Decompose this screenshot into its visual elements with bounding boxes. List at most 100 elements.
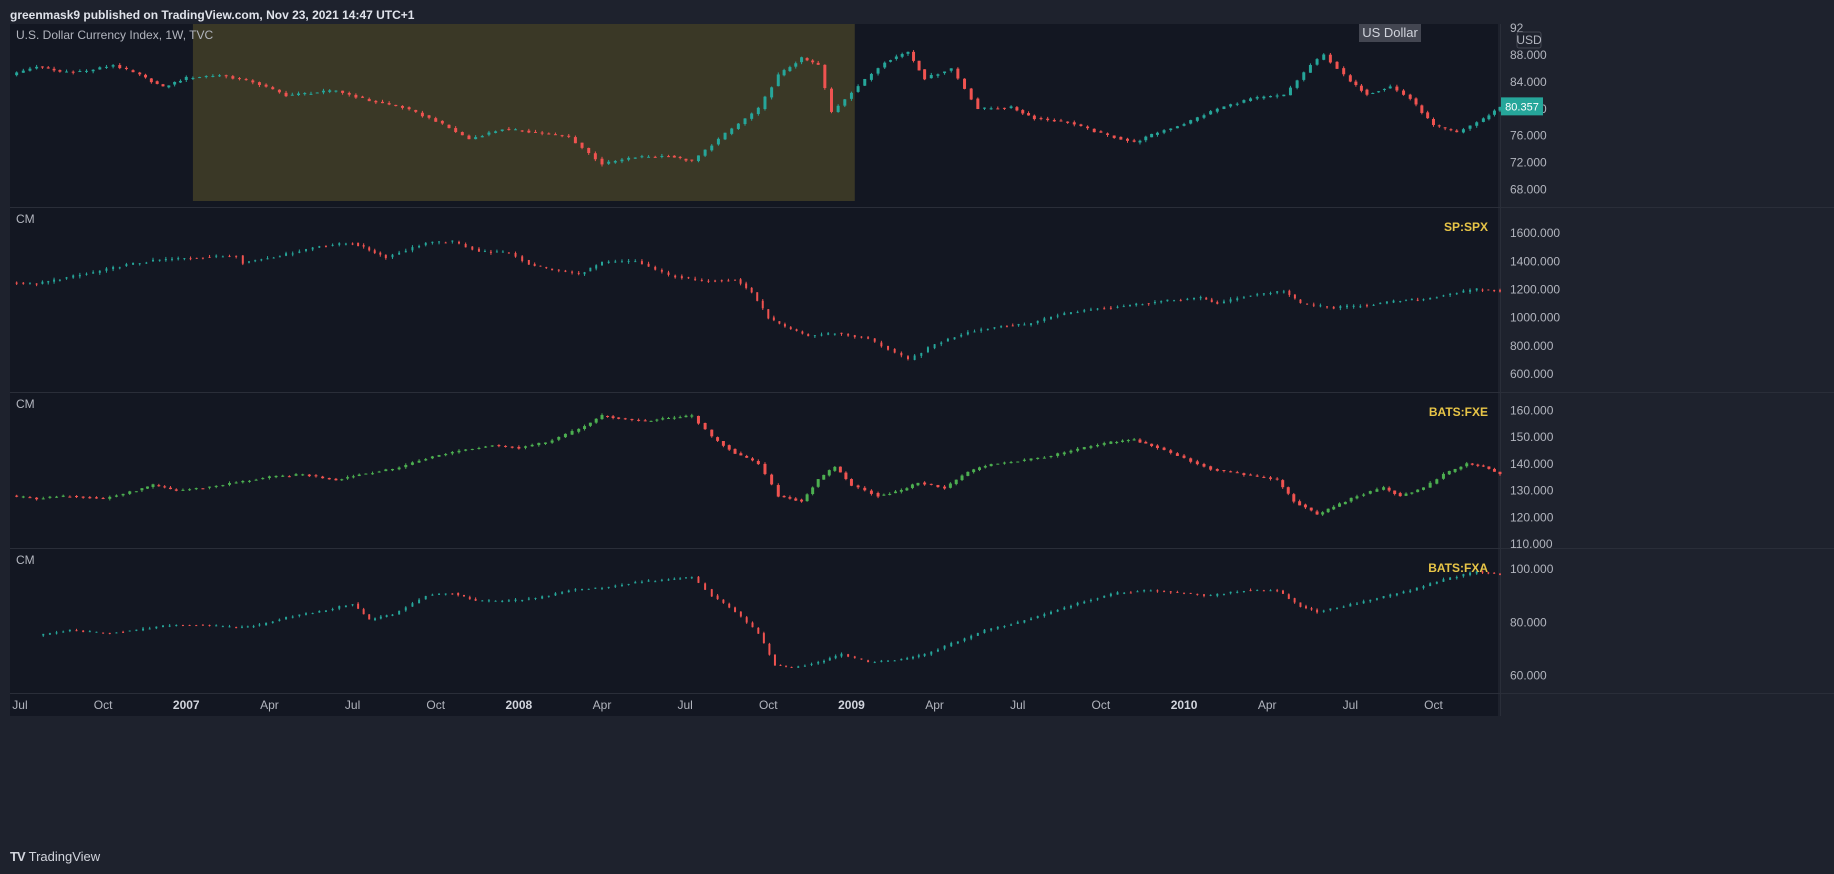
candle-body (828, 658, 831, 661)
candle-body (1163, 591, 1166, 593)
candle-body (144, 74, 148, 78)
candle-body (1216, 301, 1219, 304)
candle-body (1316, 609, 1319, 613)
brand[interactable]: TV TradingView (10, 849, 100, 864)
candle-body (1286, 487, 1290, 494)
candle-body (1293, 598, 1296, 603)
candle-body (481, 600, 484, 602)
candle-body (48, 633, 51, 635)
candle-body (1122, 306, 1125, 308)
candle-body (507, 128, 511, 130)
candle-body (346, 477, 350, 479)
price-tick-label: 60.000 (1510, 669, 1547, 683)
candle-body (108, 632, 111, 634)
candle-body (1362, 601, 1365, 604)
candle-body (1112, 135, 1116, 138)
candle-body (1393, 490, 1397, 494)
candle-body (1156, 590, 1159, 592)
candle-body (431, 241, 434, 244)
candle-body (900, 54, 904, 57)
candle-body (520, 130, 524, 132)
candle-body (35, 66, 39, 69)
candle-body (357, 474, 361, 477)
price-tick-label: 140.000 (1510, 457, 1554, 471)
candle-body (237, 78, 241, 80)
candle-wick (1356, 602, 1358, 606)
candle-body (710, 145, 714, 151)
candle-body (1017, 323, 1020, 326)
candle-body (1449, 293, 1452, 295)
candle-wick (668, 154, 670, 158)
chart-area[interactable]: U.S. Dollar Currency Index, 1W, TVC 9288.… (0, 0, 1834, 838)
candle-body (450, 452, 454, 454)
candle-body (1096, 445, 1100, 447)
candle-wick (1236, 470, 1238, 473)
candle-body (278, 619, 281, 621)
candle-body (1339, 306, 1342, 309)
candle-body (1082, 447, 1086, 450)
candle-body (285, 617, 288, 620)
candle-body (48, 496, 52, 498)
candle-wick (944, 71, 946, 75)
candle-body (1399, 301, 1402, 303)
candle-body (1447, 471, 1451, 475)
candle-body (614, 261, 617, 263)
candle-body (1189, 592, 1192, 594)
candle-body (91, 69, 95, 72)
candle-wick (1444, 127, 1446, 131)
candle-body (906, 51, 910, 54)
candle-body (252, 626, 255, 628)
candle-wick (1176, 590, 1178, 593)
candle-body (1312, 304, 1315, 306)
candle-body (1475, 122, 1479, 126)
candle-body (1039, 118, 1043, 120)
candle-body (15, 72, 19, 76)
candle-wick (1449, 292, 1451, 297)
candle-body (424, 596, 427, 600)
candle-wick (169, 624, 171, 628)
candle-body (1309, 507, 1313, 511)
candle-body (690, 577, 693, 579)
candle-body (672, 155, 676, 158)
candle-wick (267, 256, 269, 260)
candle-body (687, 277, 690, 279)
candle-body (1032, 115, 1036, 120)
candle-body (78, 274, 81, 277)
candle-body (1169, 591, 1172, 593)
candle-body (1375, 598, 1378, 600)
candle-body (514, 252, 517, 257)
candle-wick (1170, 591, 1172, 595)
candle-body (527, 598, 530, 600)
candle-body (694, 278, 697, 280)
candle-body (307, 474, 311, 477)
candle-body (1155, 445, 1159, 449)
candle-wick (122, 630, 124, 633)
candle-body (1023, 620, 1026, 623)
candle-body (28, 68, 32, 71)
candle-body (427, 115, 431, 118)
candle-wick (382, 99, 383, 104)
candle-wick (69, 495, 71, 497)
candle-body (1160, 301, 1163, 303)
candle-body (235, 627, 238, 629)
candle-body (551, 268, 554, 271)
candle-body (588, 422, 592, 426)
candle-body (398, 252, 401, 255)
candle-body (911, 656, 914, 659)
candle-body (464, 449, 468, 451)
candle-body (1354, 81, 1358, 86)
candle-body (75, 495, 79, 498)
candle-body (1089, 446, 1093, 448)
candle-wick (438, 241, 440, 245)
candle-body (980, 329, 983, 331)
candle-body (660, 155, 664, 157)
candle-body (1269, 477, 1273, 479)
candle-body (1281, 590, 1284, 594)
candle-wick (1123, 304, 1125, 307)
candle-wick (235, 481, 237, 484)
candle-body (703, 149, 707, 156)
candle-body (1256, 294, 1259, 296)
candle-body (111, 65, 115, 67)
candle-body (1202, 464, 1206, 467)
candle-wick (1223, 299, 1225, 304)
